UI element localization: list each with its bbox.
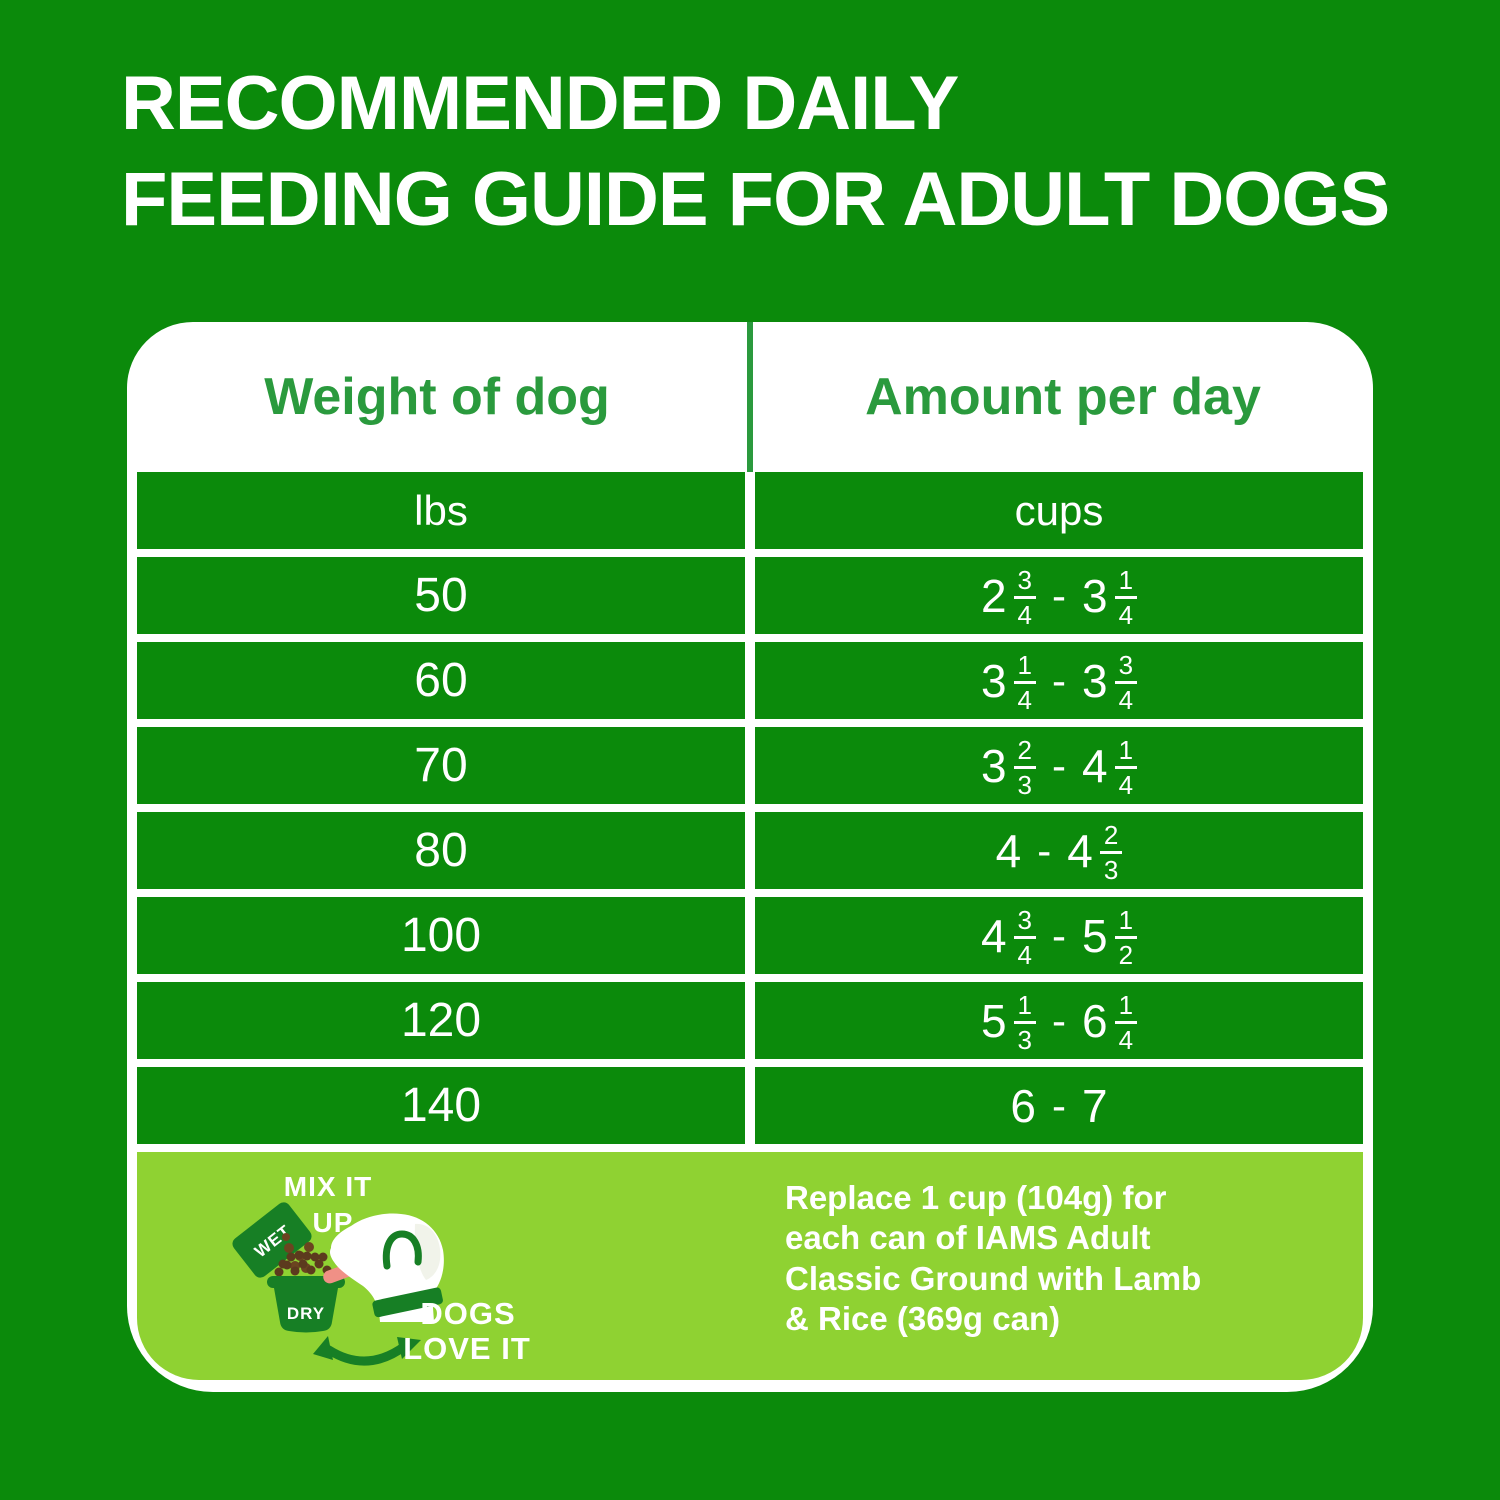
column-header-weight: Weight of dog [264,368,610,426]
page-title: RECOMMENDED DAILY FEEDING GUIDE FOR ADUL… [121,56,1390,248]
table-row: 140 6-7 [137,1067,1363,1144]
kibble-mound [274,1250,340,1278]
range-dash: - [1052,741,1066,789]
weight-cell: 120 [137,982,745,1059]
footer-panel: MIX IT UP WET [137,1152,1363,1380]
title-line-2: FEEDING GUIDE FOR ADULT DOGS [121,156,1390,242]
dog-collar [372,1287,443,1318]
table-row: 60 3 1 4-3 3 4 [137,642,1363,719]
amount-value: 4 [995,824,1022,877]
dog-icon [323,1213,444,1322]
dog-head-mark [382,1230,422,1270]
weight-cell: 50 [137,557,745,634]
dogs-label-line2: LOVE IT [403,1331,531,1366]
range-dash: - [1052,996,1066,1044]
table-header: Weight of dog Amount per day [127,322,1373,472]
units-weight: lbs [137,472,745,549]
mix-it-label-line1: MIX IT [284,1171,372,1202]
header-divider [747,322,753,472]
weight-cell: 60 [137,642,745,719]
column-header-amount: Amount per day [865,368,1261,426]
table-row: 100 4 3 4-5 1 2 [137,897,1363,974]
amount-cell: 6-7 [755,1067,1363,1144]
table-row: 120 5 1 3-6 1 4 [137,982,1363,1059]
table-row: 80 4-4 2 3 [137,812,1363,889]
units-row: lbs cups [137,472,1363,549]
swap-arrow-icon [313,1336,421,1366]
dogs-love-it-label: DOGS LOVE IT [403,1296,531,1366]
footer-card: MIX IT UP WET [127,1144,1373,1392]
weight-cell: 100 [137,897,745,974]
amount-value: 6 [1010,1079,1036,1132]
amount-value: 7 [1082,1079,1108,1132]
range-dash: - [1052,571,1066,619]
weight-cell: 70 [137,727,745,804]
range-dash: - [1052,656,1066,704]
units-amount: cups [755,472,1363,549]
dog-ear [414,1223,441,1280]
table-body: lbs cups 50 2 3 4-3 1 4 60 3 1 4-3 3 4 70 3 2 3-4 1 4 80 4-… [127,472,1373,1144]
dry-bowl-icon: DRY [267,1276,345,1333]
range-dash: - [1052,911,1066,959]
replacement-note: Replace 1 cup (104g) for each can of IAM… [785,1179,1202,1337]
weight-cell: 140 [137,1067,745,1144]
range-dash: - [1052,1081,1066,1129]
table-row: 50 2 3 4-3 1 4 [137,557,1363,634]
table-row: 70 3 2 3-4 1 4 [137,727,1363,804]
dogs-label-line1: DOGS [420,1296,515,1331]
range-dash: - [1037,826,1052,874]
title-line-1: RECOMMENDED DAILY [121,61,959,146]
weight-cell: 80 [137,812,745,889]
mix-it-up-illustration: MIX IT UP WET [232,1171,531,1366]
dry-label: DRY [287,1304,325,1323]
feeding-table-card: Weight of dog Amount per day lbs cups 50… [127,322,1373,1392]
